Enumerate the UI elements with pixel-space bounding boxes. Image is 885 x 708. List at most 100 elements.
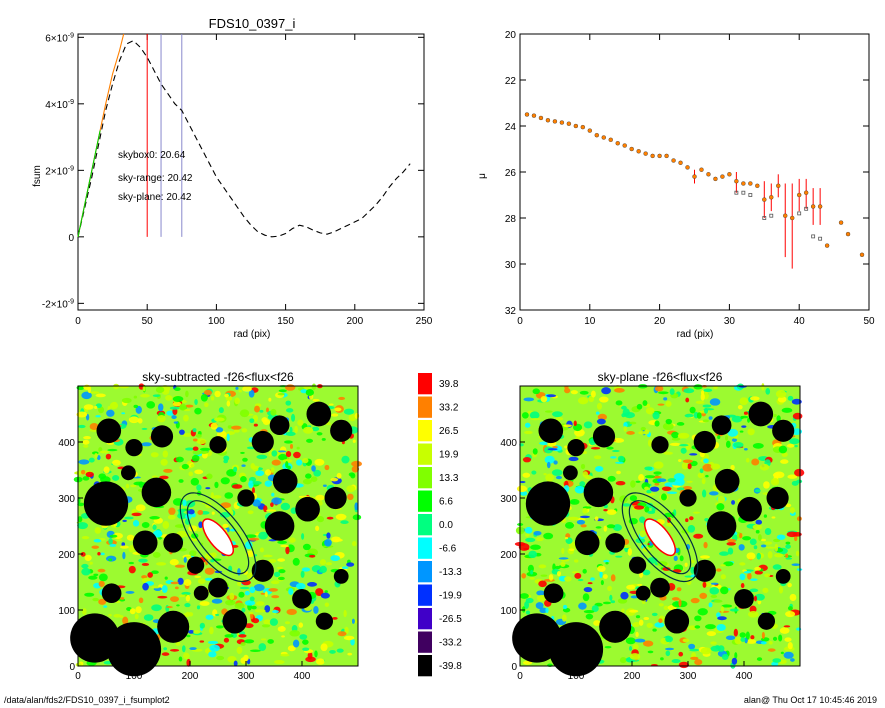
colorbar-label: -33.2 (439, 638, 462, 649)
map-noise-blob (709, 586, 720, 595)
map-noise-blob (704, 517, 709, 522)
map-noise-blob (564, 522, 575, 529)
aperture-ellipse-inner (186, 500, 250, 575)
map-noise-blob (700, 393, 705, 401)
map-noise-blob (556, 571, 561, 577)
map-noise-blob (223, 455, 230, 461)
map-noise-blob (300, 570, 305, 578)
map-noise-blob (265, 407, 270, 413)
map-noise-blob (285, 451, 292, 458)
x-tick-label: 300 (680, 671, 697, 682)
masked-object (737, 496, 762, 522)
map-noise-blob (615, 400, 623, 406)
map-noise-blob (629, 653, 641, 660)
profile-alt-point (741, 190, 746, 195)
map-noise-blob (222, 523, 229, 529)
map-noise-blob (227, 425, 233, 429)
map-noise-blob (240, 476, 247, 483)
map-noise-blob (141, 562, 150, 566)
map-noise-blob (190, 463, 195, 468)
map-noise-blob (119, 596, 125, 600)
map-noise-blob (524, 526, 533, 534)
map-noise-blob (237, 568, 241, 576)
map-noise-blob (646, 489, 652, 494)
colorbar: 39.8 33.2 26.5 19.9 13.3 6.6 0.0 -6.6 -13.3 -19.9… (418, 373, 462, 677)
profile-point (845, 231, 851, 237)
map-noise-blob (268, 397, 272, 402)
galaxy-core (201, 518, 235, 557)
map-noise-blob (519, 593, 529, 599)
map-noise-blob (289, 444, 294, 449)
x-tick-label: 300 (238, 671, 255, 682)
map-noise-blob (107, 448, 118, 452)
map-noise-blob (778, 445, 788, 454)
map-noise-blob (629, 609, 639, 613)
map-noise-blob (195, 433, 202, 438)
map-noise-blob (324, 538, 332, 547)
map-noise-blob (580, 524, 587, 528)
map-noise-blob (528, 550, 537, 559)
map-noise-blob (181, 463, 189, 470)
map-noise-blob (594, 465, 604, 472)
map-noise-blob (319, 559, 327, 566)
map-noise-blob (530, 569, 534, 575)
map-noise-blob (731, 500, 736, 505)
map-noise-blob (112, 475, 120, 481)
map-noise-blob (256, 454, 268, 460)
map-noise-blob (525, 610, 531, 615)
map-noise-blob (162, 520, 170, 529)
map-noise-blob (152, 394, 161, 398)
map-noise-blob (756, 657, 763, 661)
map-noise-blob (276, 566, 284, 569)
map-noise-blob (674, 478, 685, 486)
map-noise-blob (699, 592, 708, 600)
map-noise-blob (141, 521, 150, 529)
map-noise-blob (93, 573, 99, 577)
map-noise-blob (205, 487, 211, 490)
map-noise-blob (582, 508, 588, 514)
map-noise-blob (538, 580, 547, 588)
map-noise-blob (277, 626, 286, 632)
map-noise-blob (568, 548, 575, 552)
map-noise-blob (561, 614, 567, 622)
map-noise-blob (138, 558, 148, 563)
map-noise-blob (244, 590, 250, 596)
sky-plane-map: sky-plane -f26<flux<f26 0 100 200 300 400 0 10… (500, 370, 805, 682)
map-noise-blob (644, 475, 656, 479)
map-noise-blob (214, 481, 219, 489)
map-noise-blob (727, 428, 738, 437)
map-noise-blob (196, 527, 203, 532)
map-noise-blob (135, 606, 142, 614)
map-noise-blob (286, 608, 297, 615)
profile-point (650, 153, 655, 159)
map-noise-blob (594, 516, 599, 521)
map-noise-blob (337, 631, 347, 637)
map-noise-blob (264, 480, 273, 487)
map-noise-blob (169, 649, 180, 652)
map-noise-blob (713, 599, 723, 603)
profile-point (524, 112, 530, 117)
map-noise-blob (287, 465, 291, 470)
map-noise-blob (311, 465, 316, 472)
map-noise-blob (794, 468, 805, 477)
masked-object (650, 577, 670, 598)
map-noise-blob (271, 497, 282, 505)
colorbar-label: 0.0 (439, 520, 453, 531)
map-noise-blob (320, 643, 328, 652)
map-noise-blob (623, 426, 627, 432)
map-noise-blob (717, 645, 725, 652)
map-noise-blob (780, 459, 789, 464)
map-noise-blob (734, 636, 743, 645)
map-noise-blob (125, 590, 135, 594)
map-noise-blob (610, 574, 616, 582)
map-noise-blob (524, 430, 533, 435)
map-noise-blob (546, 461, 551, 469)
map-noise-blob (167, 514, 176, 520)
map-noise-blob (239, 586, 250, 590)
map-noise-blob (130, 484, 137, 488)
map-noise-blob (739, 430, 744, 433)
map-noise-blob (685, 442, 691, 451)
masked-object (121, 465, 136, 481)
map-noise-blob (760, 637, 770, 642)
map-noise-blob (716, 503, 725, 511)
